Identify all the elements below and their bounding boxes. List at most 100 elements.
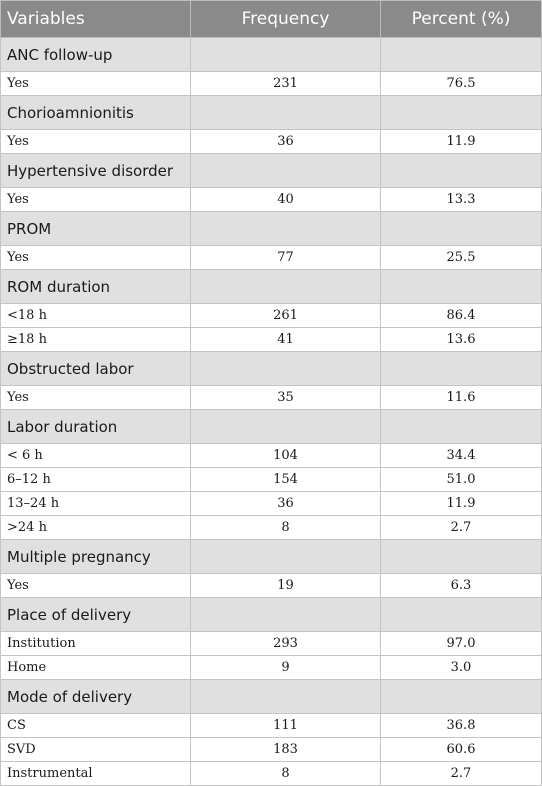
section-row: Mode of delivery	[0, 679, 542, 714]
row-frequency: 104	[190, 443, 381, 468]
row-percent: 11.6	[380, 385, 542, 410]
row-label: <18 h	[0, 303, 191, 328]
row-percent: 25.5	[380, 245, 542, 270]
header-percent: Percent (%)	[380, 0, 542, 38]
section-title: Hypertensive disorder	[0, 153, 191, 188]
section-title: Mode of delivery	[0, 679, 191, 714]
table-body: ANC follow-up Yes 231 76.5 Chorioamnionitis Y…	[0, 37, 542, 786]
table-row: Home 9 3.0	[0, 655, 542, 680]
table-row: Institution 293 97.0	[0, 631, 542, 656]
row-label: Home	[0, 655, 191, 680]
row-percent: 11.9	[380, 129, 542, 154]
table-row: CS 111 36.8	[0, 713, 542, 738]
section-empty-frequency	[190, 37, 381, 72]
row-percent: 51.0	[380, 467, 542, 492]
section-title: Chorioamnionitis	[0, 95, 191, 130]
table-row: 6–12 h 154 51.0	[0, 467, 542, 492]
row-label: CS	[0, 713, 191, 738]
section-empty-percent	[380, 351, 542, 386]
row-frequency: 261	[190, 303, 381, 328]
table-header: Variables Frequency Percent (%)	[0, 0, 542, 38]
row-percent: 60.6	[380, 737, 542, 762]
section-title: Multiple pregnancy	[0, 539, 191, 574]
table-row: Yes 19 6.3	[0, 573, 542, 598]
section-row: ROM duration	[0, 269, 542, 304]
table-row: Yes 231 76.5	[0, 71, 542, 96]
row-label: Yes	[0, 245, 191, 270]
section-empty-percent	[380, 597, 542, 632]
section-row: Obstructed labor	[0, 351, 542, 386]
table-row: Yes 77 25.5	[0, 245, 542, 270]
row-frequency: 231	[190, 71, 381, 96]
row-frequency: 77	[190, 245, 381, 270]
section-empty-percent	[380, 153, 542, 188]
table-row: < 6 h 104 34.4	[0, 443, 542, 468]
row-frequency: 35	[190, 385, 381, 410]
row-percent: 34.4	[380, 443, 542, 468]
row-percent: 13.6	[380, 327, 542, 352]
row-frequency: 19	[190, 573, 381, 598]
row-frequency: 293	[190, 631, 381, 656]
row-percent: 11.9	[380, 491, 542, 516]
row-frequency: 8	[190, 515, 381, 540]
row-frequency: 111	[190, 713, 381, 738]
section-empty-frequency	[190, 679, 381, 714]
row-label: Instrumental	[0, 761, 191, 786]
table-row: SVD 183 60.6	[0, 737, 542, 762]
table-row: Yes 36 11.9	[0, 129, 542, 154]
table-row: Yes 35 11.6	[0, 385, 542, 410]
section-row: PROM	[0, 211, 542, 246]
row-label: < 6 h	[0, 443, 191, 468]
row-frequency: 9	[190, 655, 381, 680]
table-row: 13–24 h 36 11.9	[0, 491, 542, 516]
section-row: Multiple pregnancy	[0, 539, 542, 574]
row-frequency: 36	[190, 129, 381, 154]
section-row: Hypertensive disorder	[0, 153, 542, 188]
row-percent: 97.0	[380, 631, 542, 656]
row-percent: 6.3	[380, 573, 542, 598]
section-row: Labor duration	[0, 409, 542, 444]
row-frequency: 36	[190, 491, 381, 516]
row-frequency: 183	[190, 737, 381, 762]
table-row: Yes 40 13.3	[0, 187, 542, 212]
row-label: Institution	[0, 631, 191, 656]
table-row: Instrumental 8 2.7	[0, 761, 542, 786]
section-title: ROM duration	[0, 269, 191, 304]
row-percent: 2.7	[380, 515, 542, 540]
section-title: Obstructed labor	[0, 351, 191, 386]
row-frequency: 40	[190, 187, 381, 212]
section-empty-percent	[380, 409, 542, 444]
row-percent: 3.0	[380, 655, 542, 680]
table-row: ≥18 h 41 13.6	[0, 327, 542, 352]
row-label: SVD	[0, 737, 191, 762]
section-empty-frequency	[190, 539, 381, 574]
section-row: Place of delivery	[0, 597, 542, 632]
row-percent: 2.7	[380, 761, 542, 786]
row-label: Yes	[0, 385, 191, 410]
table-row: <18 h 261 86.4	[0, 303, 542, 328]
section-title: PROM	[0, 211, 191, 246]
row-label: 13–24 h	[0, 491, 191, 516]
section-empty-percent	[380, 539, 542, 574]
section-title: Labor duration	[0, 409, 191, 444]
section-row: ANC follow-up	[0, 37, 542, 72]
section-empty-percent	[380, 211, 542, 246]
row-frequency: 41	[190, 327, 381, 352]
header-frequency: Frequency	[190, 0, 381, 38]
row-frequency: 8	[190, 761, 381, 786]
header-row: Variables Frequency Percent (%)	[0, 0, 542, 38]
row-percent: 86.4	[380, 303, 542, 328]
section-empty-frequency	[190, 409, 381, 444]
section-empty-frequency	[190, 211, 381, 246]
row-label: Yes	[0, 129, 191, 154]
section-title: ANC follow-up	[0, 37, 191, 72]
section-empty-frequency	[190, 597, 381, 632]
row-label: 6–12 h	[0, 467, 191, 492]
row-percent: 13.3	[380, 187, 542, 212]
row-label: ≥18 h	[0, 327, 191, 352]
section-empty-percent	[380, 269, 542, 304]
row-percent: 36.8	[380, 713, 542, 738]
row-label: >24 h	[0, 515, 191, 540]
row-label: Yes	[0, 187, 191, 212]
